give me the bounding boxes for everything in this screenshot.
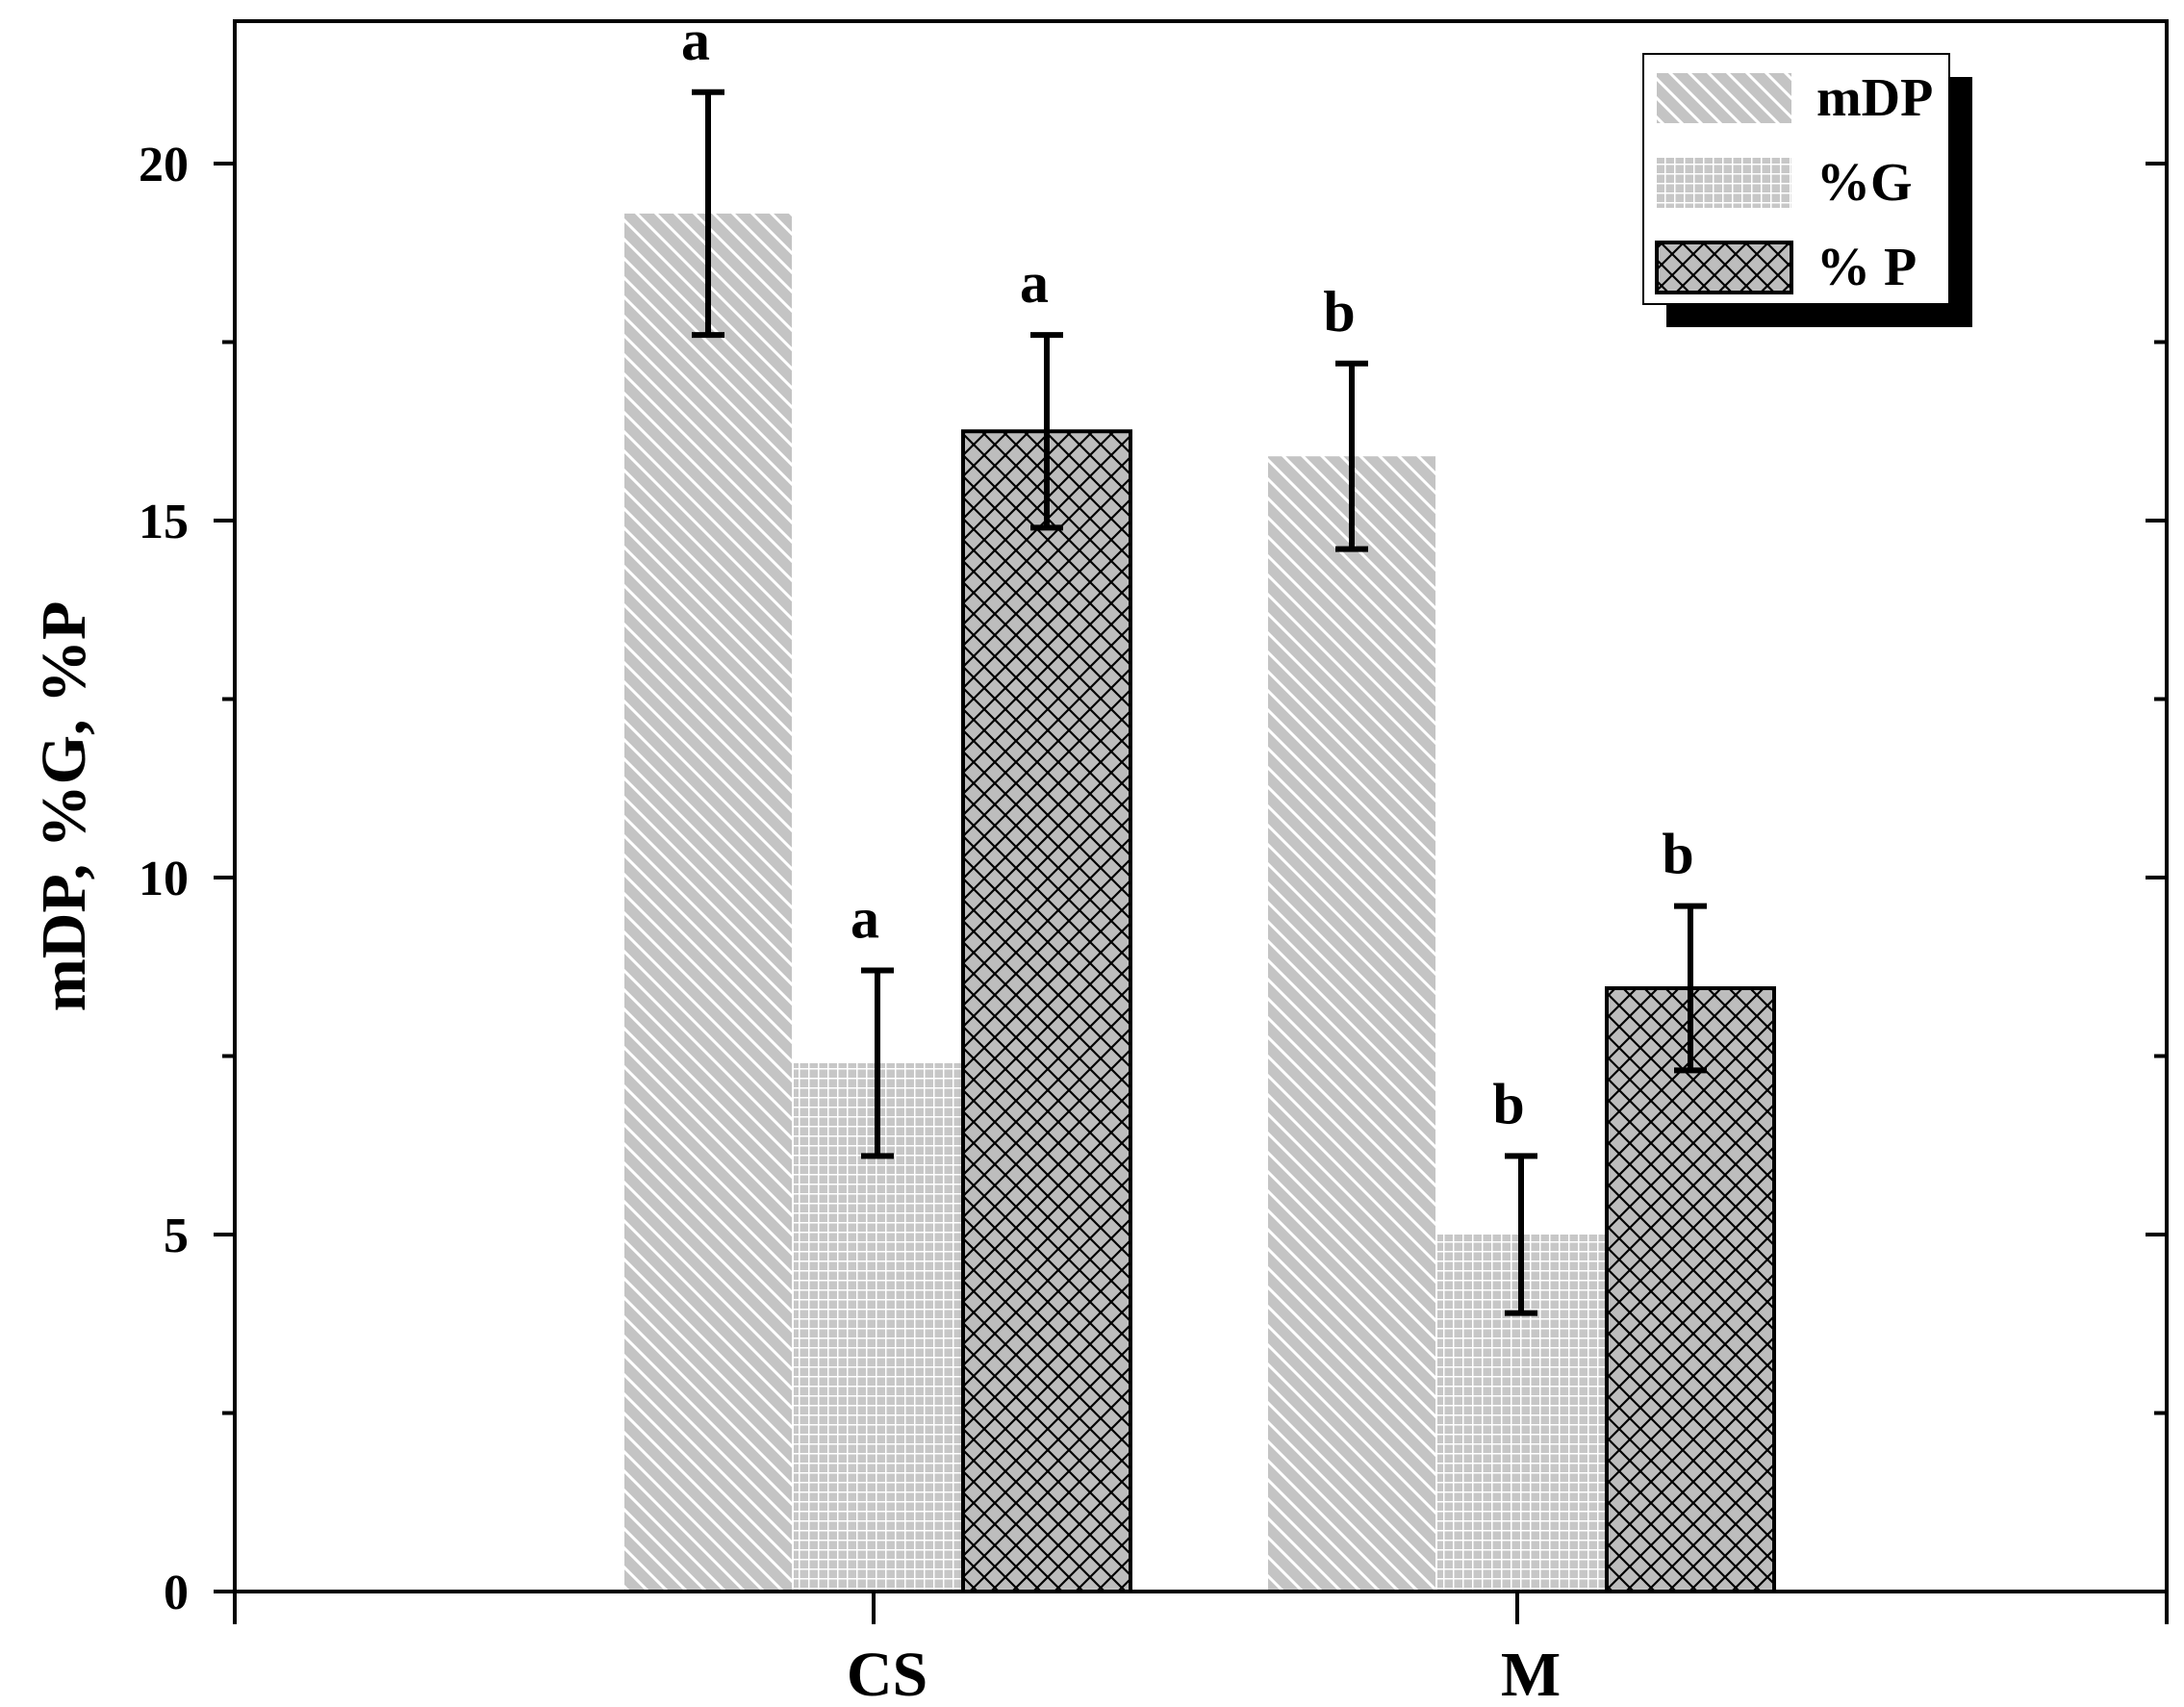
legend-swatch-1: [1657, 158, 1791, 208]
y-tick-label-20: 20: [139, 138, 189, 192]
significance-label-2-1: b: [1662, 823, 1693, 886]
y-axis-title: mDP, %G, %P: [29, 601, 99, 1012]
error-bars-layer: [692, 89, 1707, 1316]
significance-label-1-1: b: [1492, 1072, 1524, 1135]
legend: mDP %G % P: [1642, 53, 1972, 327]
bars-layer: [624, 213, 1776, 1593]
y-tick-label-0: 0: [164, 1566, 189, 1620]
legend-label-2: % P: [1816, 238, 1917, 297]
x-tick-label-cs: CS: [847, 1640, 927, 1707]
significance-label-2-0: a: [1020, 251, 1049, 315]
bar-p-m: [1605, 986, 1776, 1593]
x-tick-label-m: M: [1501, 1640, 1561, 1707]
significance-label-1-0: a: [851, 886, 879, 950]
legend-label-1: %G: [1816, 153, 1913, 213]
legend-swatch-2: [1655, 241, 1793, 294]
axes-layer: 0 5 10 15 20 CS M: [139, 138, 2169, 1707]
bar-mdp-m: [1268, 456, 1435, 1592]
significance-labels-layer: a b a b a b: [681, 9, 1694, 1136]
significance-label-0-0: a: [681, 9, 710, 72]
y-tick-label-5: 5: [164, 1209, 189, 1263]
y-tick-label-10: 10: [139, 852, 189, 906]
plot-frame: [233, 19, 2169, 1593]
legend-swatch-0: [1657, 73, 1791, 123]
y-tick-label-15: 15: [139, 495, 189, 549]
legend-label-0: mDP: [1816, 68, 1933, 128]
bar-mdp-cs: [624, 213, 792, 1592]
significance-label-0-1: b: [1323, 280, 1355, 344]
bar-p-cs: [961, 429, 1132, 1593]
